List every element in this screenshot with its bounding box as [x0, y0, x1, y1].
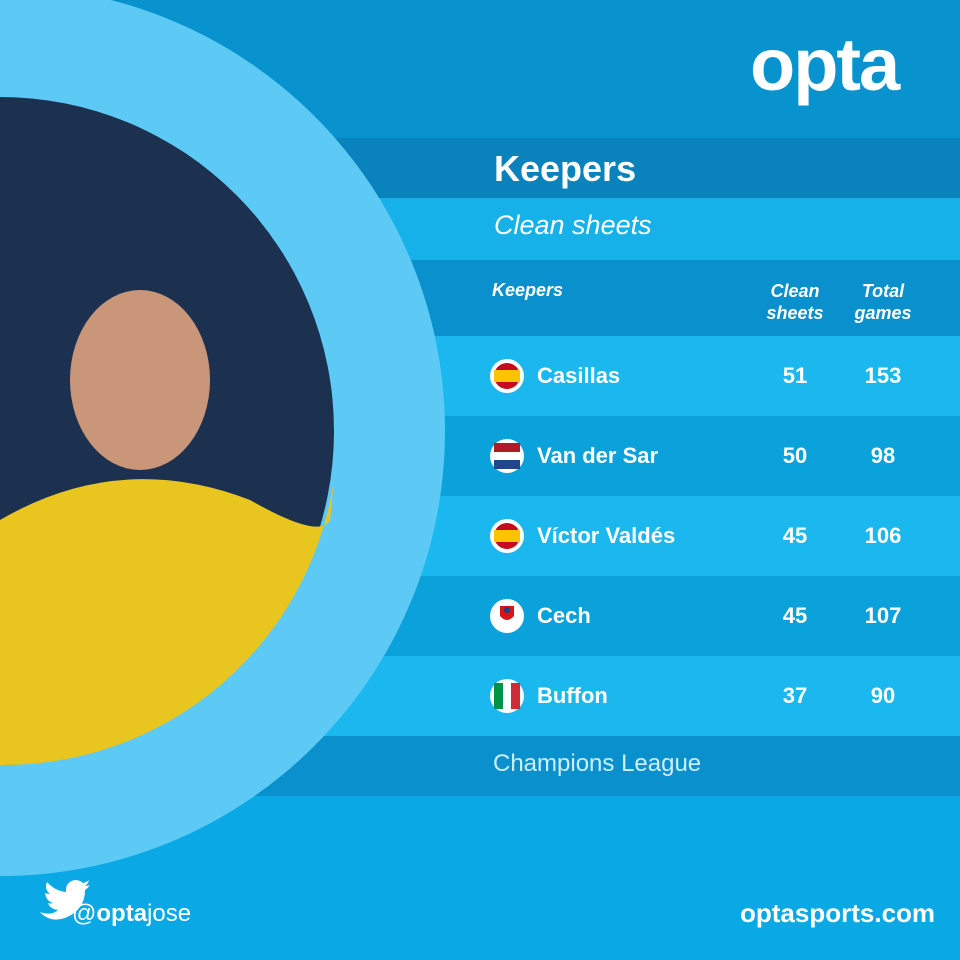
total-games: 106 — [864, 523, 902, 548]
handle-part: @ — [72, 900, 97, 927]
total-games: 153 — [864, 363, 902, 388]
total-games: 98 — [870, 443, 896, 468]
competition: Champions League — [493, 750, 702, 777]
clean-sheets: 45 — [782, 523, 808, 548]
column-header: Clean sheets — [766, 281, 824, 323]
clean-sheets: 37 — [782, 683, 808, 708]
logo: opta — [750, 23, 900, 106]
keeper-name: Víctor Valdés — [537, 523, 676, 548]
flag-spain — [490, 519, 524, 553]
twitter-handle: @optajose — [72, 900, 191, 928]
flag-netherlands — [490, 439, 524, 473]
handle-part: jose — [147, 900, 192, 927]
title: Keepers — [494, 148, 637, 189]
keeper-name: Buffon — [537, 683, 608, 708]
photo-face — [70, 290, 210, 470]
photo-shirt — [0, 479, 334, 766]
column-header: Keepers — [492, 280, 564, 300]
total-games: 90 — [870, 683, 896, 708]
website: optasports.com — [740, 898, 936, 928]
handle-part: opta — [96, 900, 148, 927]
clean-sheets: 50 — [782, 443, 808, 468]
clean-sheets: 51 — [782, 363, 808, 388]
flag-spain — [490, 359, 524, 393]
subtitle: Clean sheets — [494, 210, 652, 240]
flag-czech — [490, 599, 524, 633]
keeper-name: Casillas — [537, 363, 621, 388]
keeper-name: Van der Sar — [537, 443, 659, 468]
column-header: Total games — [854, 281, 912, 323]
twitter-icon — [40, 880, 90, 920]
clean-sheets: 45 — [782, 603, 808, 628]
keeper-name: Cech — [537, 603, 591, 628]
total-games: 107 — [864, 603, 902, 628]
flag-italy — [490, 679, 524, 713]
